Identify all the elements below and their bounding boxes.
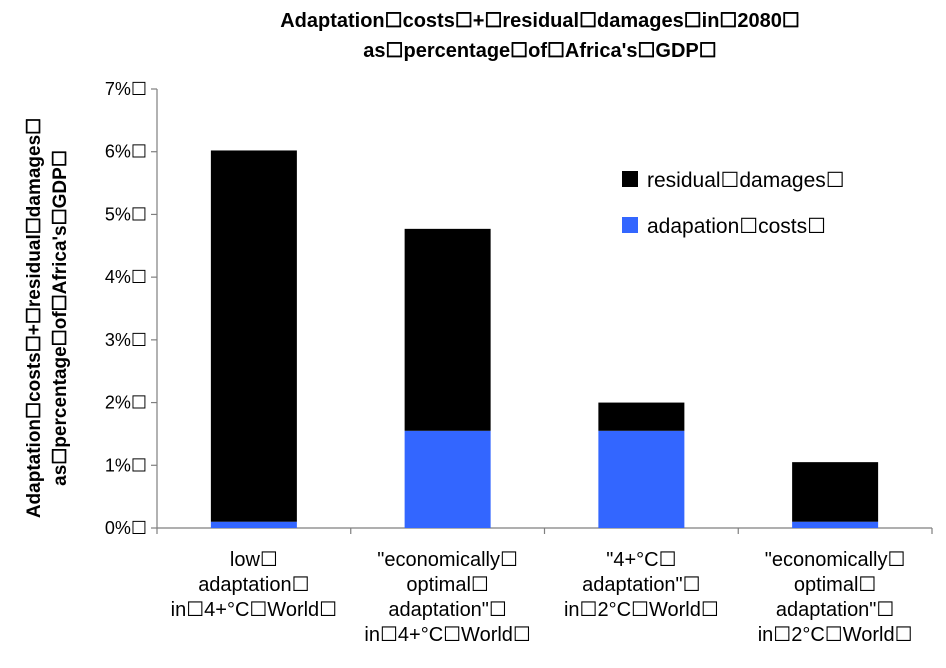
x-category-label-line: adaptation"☐ (388, 599, 506, 621)
category-labels: low☐ adaptation☐ in☐4+°C☐World☐"economical… (171, 549, 913, 646)
x-category-label-line: in☐4+°C☐World☐ (171, 599, 337, 621)
x-category-label-line: adaptation"☐ (776, 599, 894, 621)
legend: residual☐damages☐ adapation☐costs☐ (622, 169, 845, 238)
chart-title: Adaptation☐costs☐+☐residual☐damages☐in☐2… (280, 10, 800, 62)
y-axis-label: Adaptation☐costs☐+☐residual☐damages☐ as☐p… (24, 118, 71, 518)
x-category-label-line: "4+°C☐ (606, 549, 676, 571)
y-tick-label: 0%☐ (105, 518, 147, 538)
y-tick-label: 3%☐ (105, 330, 147, 350)
y-axis-label-line: Adaptation☐costs☐+☐residual☐damages☐ (24, 118, 45, 518)
x-category-label-line: in☐2°C☐World☐ (758, 624, 913, 646)
legend-label: adapation☐costs☐ (647, 215, 826, 238)
x-category-label-line: "economically☐ (377, 549, 518, 571)
x-category-label-line: adaptation☐ (198, 574, 309, 596)
bar-segment-adaptation-costs (598, 430, 685, 528)
x-category-label-line: adaptation"☐ (582, 574, 700, 596)
chart-title-line: Adaptation☐costs☐+☐residual☐damages☐in☐2… (280, 10, 800, 32)
bar-segment-adaptation-costs (210, 521, 297, 528)
x-category-label-line: in☐4+°C☐World☐ (364, 624, 530, 646)
x-category-label: "economically☐ optimal☐ adaptation"☐ in☐4+°… (364, 549, 530, 646)
x-category-label-line: optimal☐ (406, 574, 488, 596)
bar-segment-residual-damages (404, 228, 491, 431)
x-category-label: low☐ adaptation☐ in☐4+°C☐World☐ (171, 549, 337, 621)
legend-swatch (622, 217, 638, 233)
y-tick-label: 1%☐ (105, 455, 147, 475)
x-category-label-line: "economically☐ (765, 549, 906, 571)
y-tick-label: 7%☐ (105, 79, 147, 99)
y-tick-label: 5%☐ (105, 204, 147, 224)
x-category-label: "economically☐ optimal☐ adaptation"☐ in☐2°C… (758, 549, 913, 646)
bars (210, 150, 879, 528)
y-axis-label-line: as☐percentage☐of☐Africa's☐GDP☐ (50, 150, 71, 486)
y-tick-label: 4%☐ (105, 267, 147, 287)
chart-title-line: as☐percentage☐of☐Africa's☐GDP☐ (363, 40, 716, 62)
bar-segment-residual-damages (598, 402, 685, 431)
bar-segment-residual-damages (792, 462, 879, 522)
bar-segment-adaptation-costs (404, 430, 491, 528)
y-tick-label: 6%☐ (105, 142, 147, 162)
x-category-label-line: optimal☐ (794, 574, 876, 596)
bar-segment-residual-damages (210, 150, 297, 522)
legend-swatch (622, 171, 638, 187)
bar-segment-adaptation-costs (792, 521, 879, 528)
y-axis-label-text: Adaptation☐costs☐+☐residual☐damages☐ as☐p… (24, 118, 71, 518)
x-category-label: "4+°C☐ adaptation"☐ in☐2°C☐World☐ (564, 549, 719, 621)
legend-label: residual☐damages☐ (647, 169, 845, 192)
y-tick-label: 2%☐ (105, 393, 147, 413)
x-category-label-line: in☐2°C☐World☐ (564, 599, 719, 621)
x-category-label-line: low☐ (230, 549, 278, 571)
